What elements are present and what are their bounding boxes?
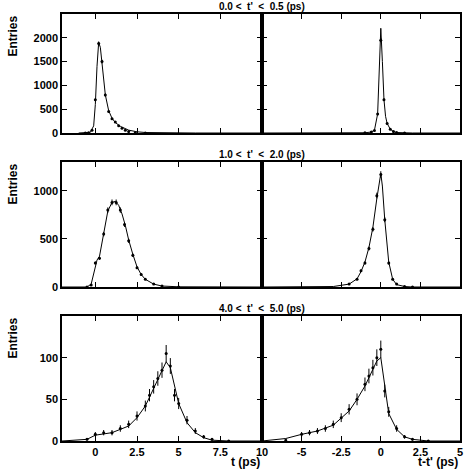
svg-text:500: 500 <box>40 233 58 245</box>
svg-text:7.5: 7.5 <box>213 446 228 458</box>
svg-text:5: 5 <box>176 446 182 458</box>
svg-text:2.5: 2.5 <box>129 446 144 458</box>
svg-text:0.0 < t' < 0.5 (ps): 0.0 < t' < 0.5 (ps) <box>219 1 305 12</box>
svg-text:1.0 < t' < 2.0 (ps): 1.0 < t' < 2.0 (ps) <box>219 149 305 160</box>
svg-text:2.5: 2.5 <box>413 446 428 458</box>
svg-text:Entries: Entries <box>6 317 20 358</box>
svg-text:4.0 < t' < 5.0 (ps): 4.0 < t' < 5.0 (ps) <box>219 303 305 314</box>
svg-text:t (ps): t (ps) <box>231 455 260 469</box>
svg-text:1000: 1000 <box>34 79 58 91</box>
svg-text:0: 0 <box>52 127 58 139</box>
svg-text:2000: 2000 <box>34 32 58 44</box>
svg-text:5: 5 <box>457 446 463 458</box>
svg-text:1500: 1500 <box>34 55 58 67</box>
svg-text:0: 0 <box>52 435 58 447</box>
svg-text:10: 10 <box>256 446 268 458</box>
svg-text:-5: -5 <box>297 446 307 458</box>
svg-text:t-t' (ps): t-t' (ps) <box>418 455 458 469</box>
svg-text:-2.5: -2.5 <box>332 446 351 458</box>
svg-text:0: 0 <box>378 446 384 458</box>
svg-text:500: 500 <box>40 103 58 115</box>
svg-text:Entries: Entries <box>6 163 20 204</box>
svg-text:50: 50 <box>46 393 58 405</box>
svg-text:1000: 1000 <box>34 185 58 197</box>
svg-text:0: 0 <box>92 446 98 458</box>
svg-text:0: 0 <box>52 281 58 293</box>
svg-text:Entries: Entries <box>6 15 20 56</box>
svg-text:100: 100 <box>40 352 58 364</box>
